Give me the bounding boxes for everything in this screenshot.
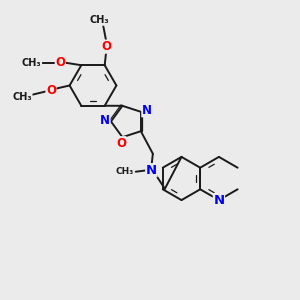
Text: N: N (146, 164, 157, 177)
Text: O: O (46, 83, 56, 97)
Text: N: N (142, 104, 152, 117)
Text: O: O (116, 137, 126, 150)
Text: N: N (213, 194, 224, 207)
Text: O: O (101, 40, 111, 53)
Text: O: O (55, 56, 65, 69)
Text: CH₃: CH₃ (12, 92, 32, 102)
Text: CH₃: CH₃ (115, 167, 134, 176)
Text: N: N (100, 113, 110, 127)
Text: CH₃: CH₃ (22, 58, 42, 68)
Text: CH₃: CH₃ (90, 15, 110, 25)
